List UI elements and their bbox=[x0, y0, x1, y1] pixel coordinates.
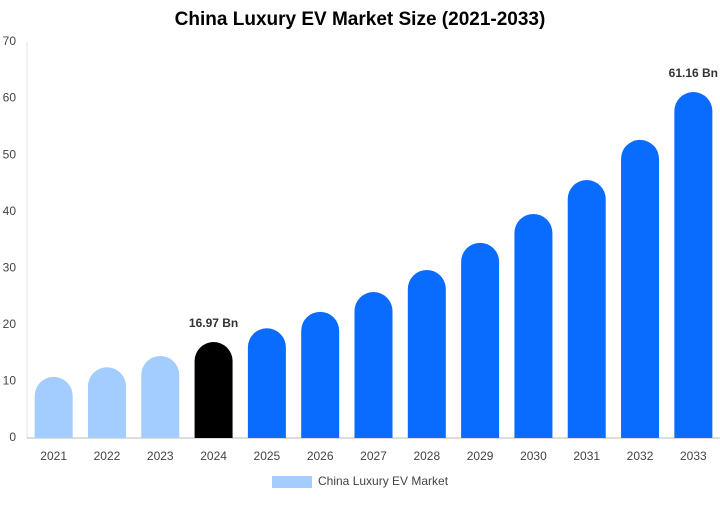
value-label: 61.16 Bn bbox=[669, 66, 718, 80]
x-tick-label: 2022 bbox=[94, 449, 121, 463]
bar bbox=[514, 213, 553, 438]
bar bbox=[567, 180, 606, 438]
bar bbox=[247, 328, 286, 438]
x-tick-label: 2024 bbox=[200, 449, 227, 463]
x-tick-label: 2031 bbox=[573, 449, 600, 463]
x-tick-label: 2033 bbox=[680, 449, 707, 463]
y-tick-label: 40 bbox=[3, 204, 17, 218]
y-tick-label: 50 bbox=[3, 147, 17, 161]
bar bbox=[621, 139, 660, 438]
legend-swatch bbox=[272, 476, 312, 488]
x-tick-label: 2026 bbox=[307, 449, 334, 463]
x-tick-label: 2027 bbox=[360, 449, 387, 463]
y-tick-label: 70 bbox=[3, 34, 17, 48]
y-tick-label: 10 bbox=[3, 374, 17, 388]
x-tick-label: 2032 bbox=[627, 449, 654, 463]
bar bbox=[87, 367, 126, 438]
bar bbox=[141, 355, 180, 438]
bar bbox=[34, 376, 73, 438]
x-tick-label: 2028 bbox=[413, 449, 440, 463]
x-tick-label: 2025 bbox=[254, 449, 281, 463]
value-label: 16.97 Bn bbox=[189, 316, 238, 330]
x-tick-label: 2030 bbox=[520, 449, 547, 463]
y-tick-label: 60 bbox=[3, 91, 17, 105]
y-tick-label: 20 bbox=[3, 317, 17, 331]
bar bbox=[461, 242, 500, 438]
y-tick-label: 30 bbox=[3, 260, 17, 274]
bar bbox=[674, 92, 713, 438]
bar bbox=[194, 341, 233, 438]
bar bbox=[407, 269, 446, 438]
x-tick-label: 2029 bbox=[467, 449, 494, 463]
chart-title: China Luxury EV Market Size (2021-2033) bbox=[175, 9, 546, 30]
legend-label: China Luxury EV Market bbox=[318, 474, 449, 488]
x-tick-label: 2023 bbox=[147, 449, 174, 463]
bar bbox=[354, 292, 393, 438]
y-tick-label: 0 bbox=[9, 430, 16, 444]
x-tick-label: 2021 bbox=[40, 449, 67, 463]
bar bbox=[301, 311, 340, 438]
